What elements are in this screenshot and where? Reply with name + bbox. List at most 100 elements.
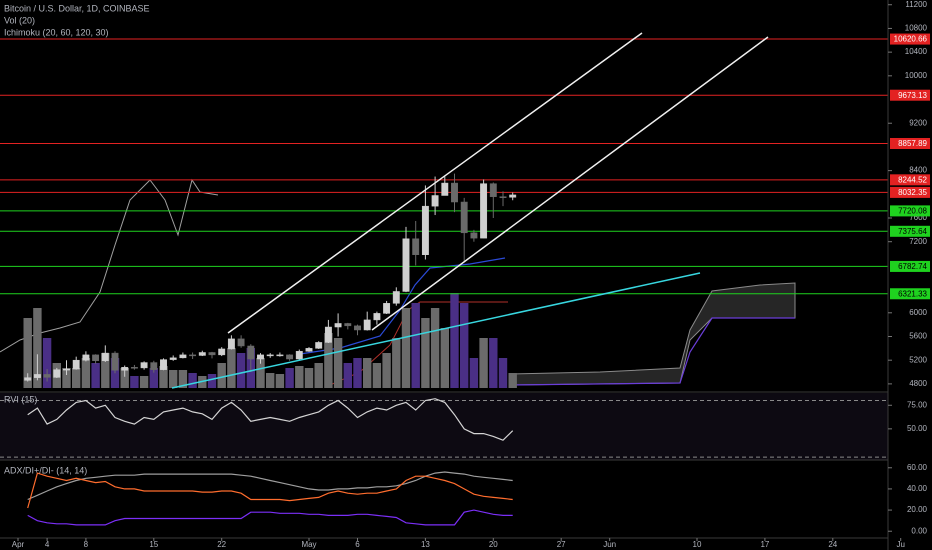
candle-body [421,205,429,255]
chart-title: Bitcoin / U.S. Dollar, 1D, COINBASE [4,3,150,13]
candle-body [334,323,342,328]
x-tick-label: 17 [760,540,769,549]
x-tick-label: 6 [355,540,360,549]
volume-bar [314,363,323,388]
y-tick-label: 50.00 [907,424,928,433]
volume-bar [120,368,129,388]
candle-body [383,303,391,314]
x-tick-label: 22 [217,540,226,549]
channel-upper [227,32,643,334]
y-tick-label: 40.00 [907,484,928,493]
volume-bar [72,368,81,388]
level-label-box [890,260,930,272]
candle-body [509,194,517,198]
candle-body [63,368,70,371]
candle-body [92,354,100,362]
candle-body [392,291,400,304]
volume-bar [392,338,401,388]
volume-bar [343,363,352,388]
indicator-title: Ichimoku (20, 60, 120, 30) [4,27,109,37]
y-tick-label: 8400 [909,166,927,175]
level-label: 6321.33 [898,289,927,298]
y-tick-label: 9200 [909,118,927,127]
candle-body [257,354,264,360]
volume-bar [23,318,32,388]
volume-bar [169,370,178,388]
candle-body [266,354,274,357]
candle-body [24,377,32,381]
volume-bar [130,376,139,388]
candle-body [169,357,177,360]
candle-body [150,362,158,370]
volume-bar [489,338,498,388]
level-label: 10620.66 [894,35,928,44]
volume-bar [62,368,71,388]
volume-bar [363,358,372,388]
candle-body [247,345,255,360]
volume-bar [33,308,42,388]
volume-bar [159,366,168,388]
candle-body [43,374,51,378]
volume-bar [353,358,362,388]
candle-body [499,196,507,198]
volume-bar [178,370,188,388]
volume-bar [372,363,382,388]
volume-bar [149,368,158,388]
level-label: 6782.74 [898,262,927,271]
y-tick-label: 7200 [909,237,927,246]
candle-body [189,354,197,357]
candle-body [305,348,313,352]
level-label: 8244.52 [898,175,927,184]
candle-body [295,351,303,360]
candle-body [412,238,420,255]
x-tick-label: 27 [557,540,566,549]
volume-bar [460,303,469,388]
candle-body [53,369,61,378]
indicator-line [27,472,513,509]
volume-bar [450,293,459,388]
candle-body [130,367,138,369]
candle-body [208,352,216,356]
y-tick-label: 10800 [905,24,928,33]
level-label-box [890,225,930,237]
y-tick-label: 5600 [909,332,927,341]
x-tick-label: May [301,540,316,549]
volume-bar [207,374,217,388]
y-tick-label: 75.00 [907,400,928,409]
candle-body [218,348,226,356]
x-tick-label: 8 [84,540,89,549]
volume-bar [81,358,91,388]
candle-body [276,354,284,357]
candle-body [315,342,323,349]
channel-lower [371,36,769,331]
y-tick-label: 20.00 [907,505,928,514]
volume-bar [479,338,488,388]
candle-body [373,313,381,321]
x-tick-label: 20 [489,540,498,549]
volume-bar [236,353,246,388]
price-pane [0,38,888,388]
candle-body [286,354,294,360]
indicator-line [27,471,513,501]
volume-bar [401,308,411,388]
indicator-line [27,398,514,441]
candle-body [111,352,119,371]
x-tick-label: 24 [828,540,837,549]
candle-body [489,183,497,197]
level-label: 7720.08 [898,207,927,216]
candle-body [33,374,41,378]
volume-bar [324,333,333,388]
y-tick-label: 60.00 [907,463,928,472]
volume-bar [101,353,110,388]
volume-bar [285,368,294,388]
volume-bar [421,318,430,388]
candle-body [402,238,410,292]
volume-bar [382,353,391,388]
candle-body [431,195,439,207]
x-tick-label: 4 [45,540,50,549]
adx-lines [27,471,513,526]
candle-body [237,338,245,347]
level-label: 7375.64 [898,227,927,236]
